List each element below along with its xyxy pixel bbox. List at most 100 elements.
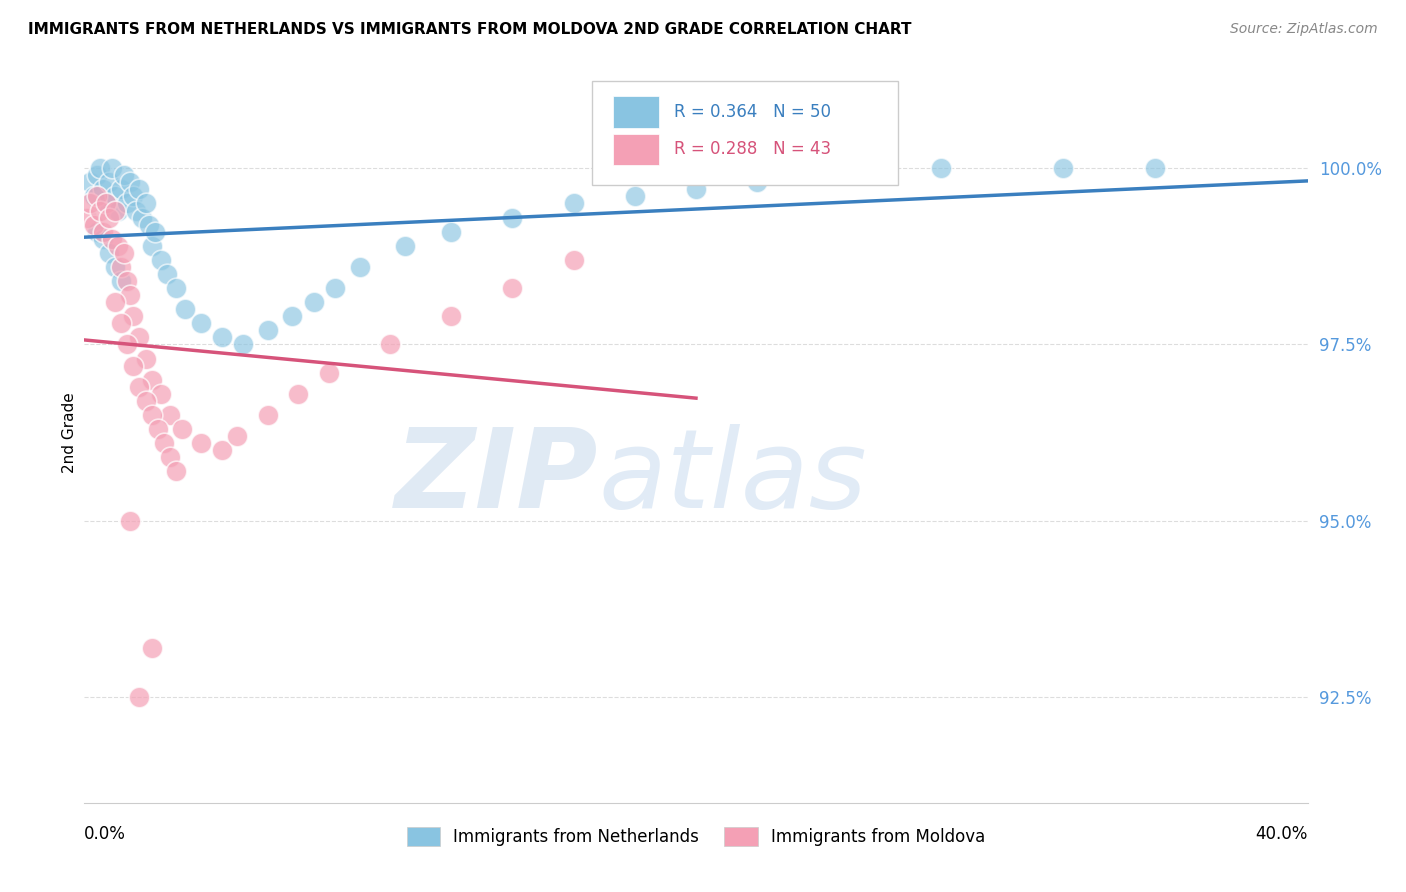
Point xyxy=(174,302,197,317)
Point xyxy=(257,408,280,422)
Point xyxy=(97,175,120,189)
Point xyxy=(89,161,111,176)
Text: atlas: atlas xyxy=(598,424,866,531)
Point xyxy=(112,245,135,260)
Point xyxy=(83,189,105,203)
Point xyxy=(86,168,108,182)
Point xyxy=(562,252,585,267)
Point xyxy=(153,436,176,450)
Legend: Immigrants from Netherlands, Immigrants from Moldova: Immigrants from Netherlands, Immigrants … xyxy=(406,827,986,847)
Point xyxy=(302,295,325,310)
Point xyxy=(165,281,187,295)
Point xyxy=(104,189,127,203)
Point xyxy=(685,182,707,196)
Point xyxy=(211,443,233,458)
Point xyxy=(125,203,148,218)
Point xyxy=(211,330,233,344)
Point xyxy=(122,359,145,373)
Point xyxy=(146,422,169,436)
Point xyxy=(380,337,402,351)
Point xyxy=(143,225,166,239)
Point xyxy=(141,239,163,253)
Point xyxy=(104,260,127,274)
Text: ZIP: ZIP xyxy=(395,424,598,531)
Point xyxy=(624,189,647,203)
Point xyxy=(128,690,150,704)
Point xyxy=(440,225,463,239)
Point xyxy=(110,260,132,274)
Point xyxy=(91,225,114,239)
Point xyxy=(79,196,101,211)
Point xyxy=(141,640,163,655)
Point xyxy=(838,168,860,182)
Point xyxy=(141,408,163,422)
Text: 40.0%: 40.0% xyxy=(1256,825,1308,843)
Point xyxy=(86,225,108,239)
FancyBboxPatch shape xyxy=(592,81,898,185)
Point xyxy=(159,408,181,422)
Point xyxy=(562,196,585,211)
Point xyxy=(190,316,212,330)
Point xyxy=(86,189,108,203)
Point xyxy=(97,245,120,260)
Point xyxy=(502,211,524,225)
Point xyxy=(91,232,114,246)
Point xyxy=(440,310,463,324)
Point xyxy=(112,168,135,182)
Point xyxy=(172,422,194,436)
Point xyxy=(128,330,150,344)
Point xyxy=(110,274,132,288)
Point xyxy=(110,316,132,330)
Point xyxy=(502,281,524,295)
Point xyxy=(1143,161,1166,176)
Point xyxy=(323,281,346,295)
Point xyxy=(128,380,150,394)
Text: R = 0.288   N = 43: R = 0.288 N = 43 xyxy=(673,140,831,158)
Point xyxy=(156,267,179,281)
Text: Source: ZipAtlas.com: Source: ZipAtlas.com xyxy=(1230,22,1378,37)
Point xyxy=(122,310,145,324)
Point xyxy=(115,337,138,351)
Point xyxy=(138,218,160,232)
Point xyxy=(101,232,124,246)
Point xyxy=(929,161,952,176)
Point xyxy=(394,239,416,253)
Point xyxy=(89,203,111,218)
Point xyxy=(190,436,212,450)
Point xyxy=(94,196,117,211)
Point xyxy=(747,175,769,189)
Point xyxy=(318,366,340,380)
Point xyxy=(131,211,153,225)
Point xyxy=(349,260,371,274)
Point xyxy=(83,218,105,232)
Point xyxy=(149,252,172,267)
Point xyxy=(107,203,129,218)
Point xyxy=(104,295,127,310)
Point xyxy=(281,310,304,324)
Point xyxy=(76,211,98,225)
Point xyxy=(97,211,120,225)
Point xyxy=(165,464,187,478)
Point xyxy=(115,274,138,288)
Point xyxy=(159,450,181,465)
Point xyxy=(135,393,157,408)
Point xyxy=(122,189,145,203)
Point xyxy=(120,514,142,528)
Point xyxy=(115,196,138,211)
Point xyxy=(120,175,142,189)
Point xyxy=(120,288,142,302)
Point xyxy=(94,196,117,211)
Point xyxy=(107,239,129,253)
FancyBboxPatch shape xyxy=(613,134,659,165)
Point xyxy=(101,161,124,176)
Text: R = 0.364   N = 50: R = 0.364 N = 50 xyxy=(673,103,831,121)
Text: 0.0%: 0.0% xyxy=(84,825,127,843)
Text: IMMIGRANTS FROM NETHERLANDS VS IMMIGRANTS FROM MOLDOVA 2ND GRADE CORRELATION CHA: IMMIGRANTS FROM NETHERLANDS VS IMMIGRANT… xyxy=(28,22,911,37)
Point xyxy=(135,351,157,366)
Point xyxy=(287,387,309,401)
Point xyxy=(226,429,249,443)
Point xyxy=(91,182,114,196)
Point xyxy=(257,323,280,337)
Point xyxy=(1052,161,1074,176)
Point xyxy=(149,387,172,401)
